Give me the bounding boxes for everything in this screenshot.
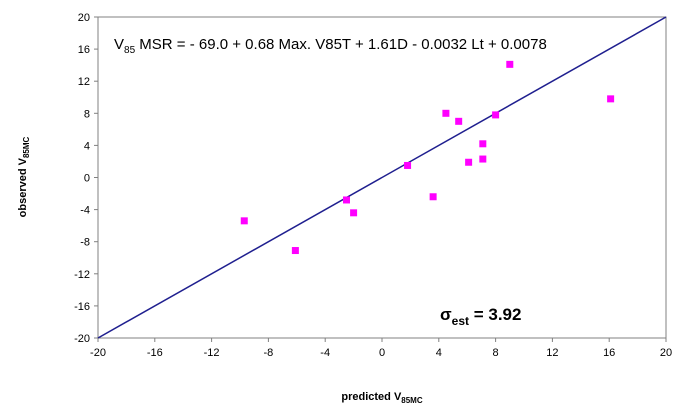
y-tick-label: -4	[80, 205, 90, 217]
x-tick-label: 16	[603, 347, 615, 359]
data-point	[506, 60, 514, 68]
x-tick-label: 20	[660, 347, 672, 359]
x-tick-label: 12	[546, 347, 558, 359]
x-tick-label: -20	[90, 347, 106, 359]
data-point	[291, 247, 299, 255]
data-point	[455, 117, 463, 125]
data-point	[479, 140, 487, 148]
y-tick-label: 16	[78, 44, 90, 56]
data-point	[404, 161, 412, 169]
x-tick-label: -12	[204, 347, 220, 359]
y-tick-label: -20	[74, 333, 90, 345]
reference-line	[97, 16, 667, 339]
x-tick-label: 4	[436, 347, 442, 359]
data-point	[492, 111, 500, 119]
x-tick-label: 0	[379, 347, 385, 359]
x-tick-label: -8	[264, 347, 274, 359]
data-point	[442, 109, 450, 117]
data-point	[350, 209, 358, 217]
data-point	[343, 196, 350, 204]
x-tick-label: -4	[320, 347, 330, 359]
tick-layer: -20 -16 -12 -8 -4 0 4 8 12 16 20 -20 -16 -12 -8 -4 0 4 8 12…	[74, 12, 672, 359]
regression-equation: V85 MSR = - 69.0 + 0.68 Max. V85T + 1.61…	[114, 36, 547, 56]
y-tick-label: -16	[74, 301, 90, 313]
data-point	[240, 217, 248, 225]
x-tick-label: -16	[147, 347, 163, 359]
y-tick-label: 8	[84, 108, 90, 120]
y-tick-label: 4	[84, 140, 90, 152]
y-tick-label: 0	[84, 173, 90, 185]
sigma-est-label: σest = 3.92	[440, 305, 521, 328]
y-tick-label: 20	[78, 12, 90, 24]
y-axis-label: observed V85MC	[17, 136, 31, 217]
data-point	[479, 155, 487, 163]
y-tick-label: 12	[78, 76, 90, 88]
data-point	[429, 193, 437, 201]
data-points	[240, 60, 615, 255]
y-tick-label: -12	[74, 269, 90, 281]
data-point	[465, 158, 473, 166]
x-tick-label: 8	[493, 347, 499, 359]
x-axis-label: predicted V85MC	[341, 391, 422, 405]
y-tick-label: -8	[80, 237, 90, 249]
data-point	[607, 95, 615, 103]
